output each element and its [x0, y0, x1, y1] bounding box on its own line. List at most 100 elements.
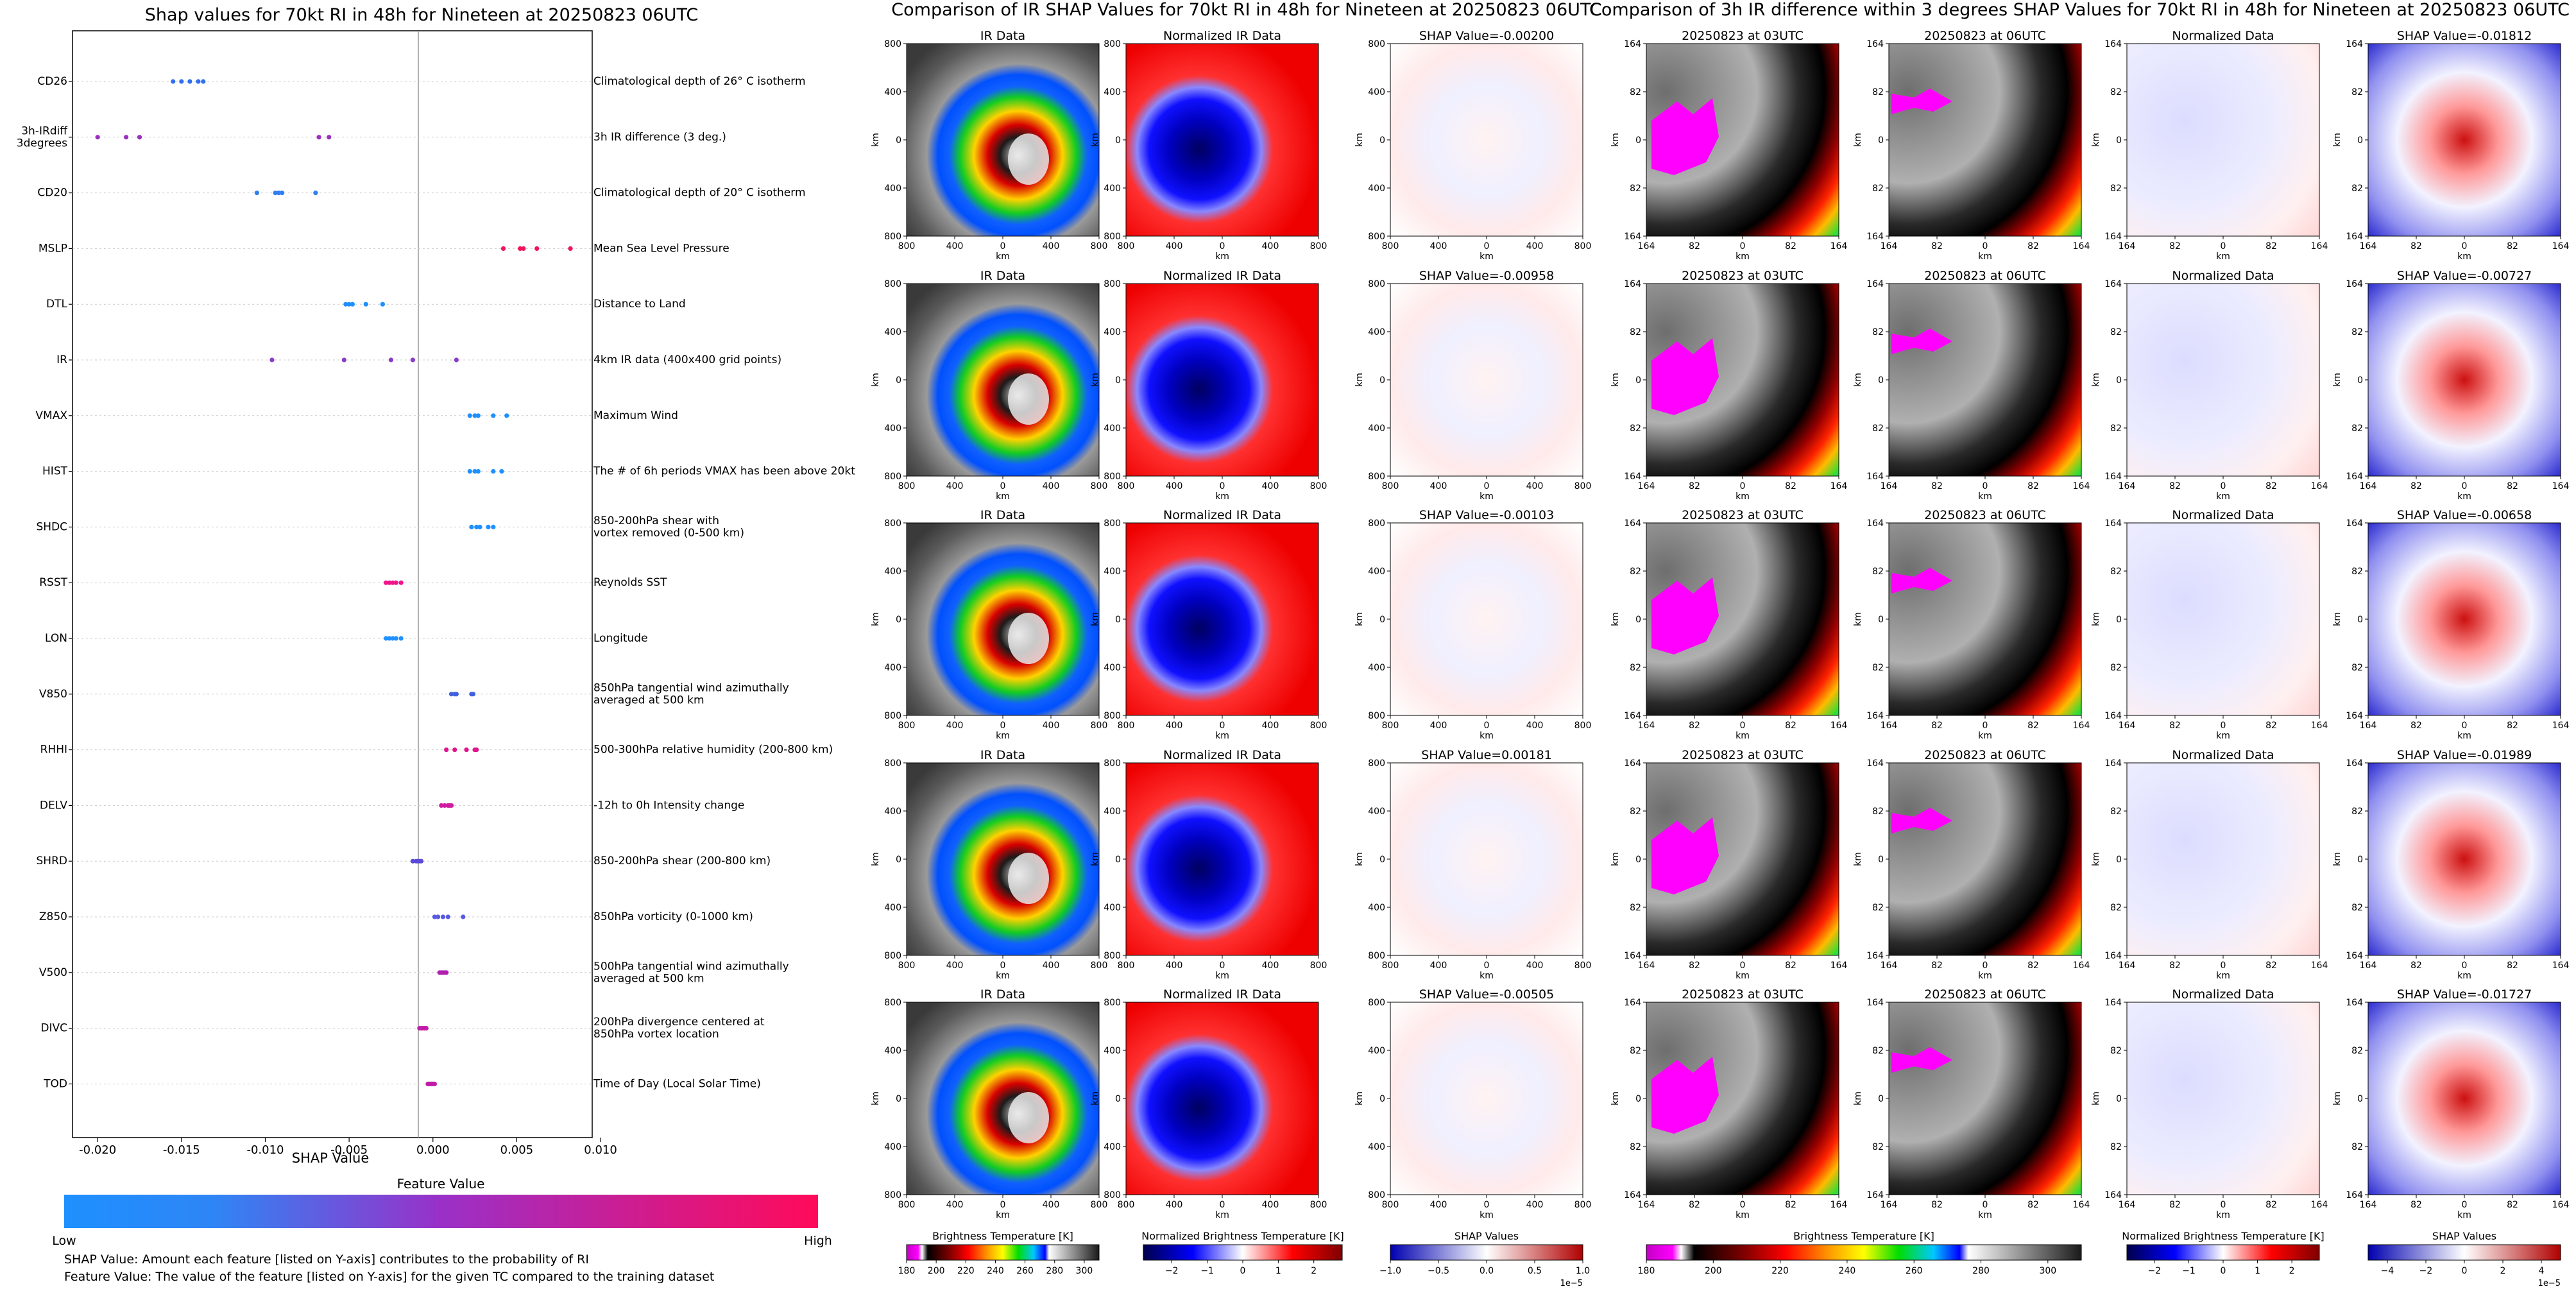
shap-summary-plot-frame — [72, 30, 593, 1138]
x-axis-label: km — [1480, 971, 1494, 981]
y-tick-label: 82 — [1630, 1046, 1641, 1056]
x-axis-label: km — [2457, 731, 2471, 741]
footnote-shap-value: SHAP Value: Amount each feature [listed … — [64, 1252, 589, 1267]
shap-point — [448, 692, 454, 697]
shap-point — [201, 79, 206, 84]
feature-name-label: MSLP — [38, 242, 67, 255]
x-axis-label: km — [1978, 252, 1992, 262]
colorbar-tick-label: 1.0 — [1576, 1266, 1590, 1276]
x-axis-label: km — [1480, 491, 1494, 502]
shap-point — [410, 357, 416, 363]
feature-description-label: 3h IR difference (3 deg.) — [593, 131, 726, 144]
x-tick-label: 82 — [1689, 1200, 1700, 1210]
y-axis-label: km — [2332, 373, 2342, 387]
y-tick-label: 400 — [884, 663, 901, 673]
panel-image — [907, 763, 1099, 955]
shap-point — [388, 357, 394, 363]
x-tick-label: 82 — [1931, 1200, 1943, 1210]
y-tick-label: 400 — [884, 423, 901, 434]
x-tick-label: 400 — [946, 481, 964, 491]
feature-name-label: CD20 — [37, 187, 67, 200]
y-tick-label: 800 — [1368, 232, 1385, 242]
panel-title: IR Data — [980, 987, 1025, 1002]
y-tick-label: 800 — [1104, 518, 1121, 529]
x-tick-label: 0 — [2221, 1200, 2226, 1210]
image-panel: SHAP Value=0.00181 — [1390, 748, 1583, 956]
y-tick-label: 400 — [1368, 663, 1385, 673]
image-panel: Normalized Data — [2126, 269, 2320, 477]
shap-point — [470, 692, 476, 697]
colorbar-tick-label: 0.5 — [1528, 1266, 1542, 1276]
x-axis-label: km — [2216, 1210, 2230, 1220]
image-panel: Normalized Data — [2126, 748, 2320, 956]
x-tick-label: 82 — [2410, 721, 2422, 731]
y-tick-label: 0 — [1635, 375, 1641, 386]
x-tick-label: 164 — [1638, 721, 1655, 731]
x-tick-label: 800 — [1118, 960, 1135, 971]
x-axis-label: km — [996, 731, 1010, 741]
x-tick-label: 800 — [1382, 721, 1399, 731]
shap-point — [423, 1026, 429, 1031]
y-tick-label: 82 — [2110, 903, 2122, 913]
x-tick-label: 82 — [2507, 481, 2518, 491]
x-tick-label: 82 — [1931, 960, 1943, 971]
y-tick-label: 0 — [896, 855, 901, 865]
y-tick-label: 0 — [896, 135, 901, 146]
y-tick-label: 800 — [1104, 758, 1121, 769]
x-axis-label: km — [1978, 731, 1992, 741]
y-tick-label: 164 — [2104, 758, 2122, 769]
cold-cloud-region — [1891, 329, 1952, 354]
feature-name-label: CD26 — [37, 75, 67, 88]
y-tick-label: 400 — [1104, 903, 1121, 913]
panel-image — [2368, 523, 2561, 715]
y-tick-label: 164 — [2104, 711, 2122, 721]
shap-point — [363, 302, 368, 307]
panel-title: Normalized Data — [2172, 987, 2274, 1002]
x-tick-label: 400 — [1526, 241, 1544, 252]
shap-point — [269, 357, 275, 363]
shap-point — [521, 246, 526, 251]
y-tick-label: 164 — [1866, 758, 1884, 769]
shap-point — [467, 413, 472, 418]
y-tick-label: 82 — [1630, 87, 1641, 98]
y-axis-label: km — [2332, 133, 2342, 147]
y-tick-label: 0 — [1878, 615, 1884, 625]
shap-point — [442, 803, 447, 808]
x-tick-label: 164 — [1638, 960, 1655, 971]
y-axis-label: km — [1354, 373, 1365, 387]
y-tick-label: 164 — [1624, 1190, 1641, 1200]
x-tick-label: 0 — [1740, 481, 1746, 491]
y-tick-label: 164 — [2346, 39, 2363, 49]
x-tick-label: 0 — [1000, 721, 1006, 731]
shap-point — [387, 636, 392, 641]
panel-image — [1390, 1002, 1583, 1195]
y-axis-label: km — [871, 1091, 881, 1105]
x-tick-label: 400 — [946, 721, 964, 731]
x-tick-label: 800 — [1310, 481, 1327, 491]
image-panel: 20250823 at 06UTC — [1888, 508, 2082, 716]
y-axis-label: km — [2332, 1091, 2342, 1105]
y-axis-label: km — [1090, 852, 1100, 866]
x-tick-label: 164 — [2552, 241, 2570, 252]
panel-image — [1889, 44, 2081, 236]
panel-title: SHAP Value=-0.00103 — [1419, 508, 1554, 522]
y-tick-label: 82 — [2351, 567, 2363, 577]
y-axis-label: km — [1610, 133, 1621, 147]
x-tick-label: 164 — [2552, 721, 2570, 731]
panel-title: SHAP Value=-0.01989 — [2397, 748, 2532, 762]
x-tick-label: 0.000 — [416, 1143, 450, 1157]
shap-point — [439, 803, 444, 808]
feature-name-label: VMAX — [35, 409, 67, 422]
shap-point — [418, 858, 424, 864]
colorbar: Brightness Temperature [K] 180 200 220 240 26… — [898, 1230, 1100, 1276]
colorbar-tick-label: 4 — [2539, 1266, 2545, 1276]
y-tick-label: 164 — [1866, 518, 1884, 529]
image-panel: SHAP Value=-0.00727 — [2367, 269, 2561, 477]
y-tick-label: 0 — [1878, 1094, 1884, 1104]
y-tick-label: 0 — [2116, 855, 2122, 865]
y-tick-label: 0 — [1115, 615, 1121, 625]
y-tick-label: 0 — [1635, 135, 1641, 146]
y-axis-label: km — [1090, 133, 1100, 147]
image-panel: 20250823 at 03UTC — [1646, 29, 1839, 237]
shap-point — [491, 469, 496, 474]
